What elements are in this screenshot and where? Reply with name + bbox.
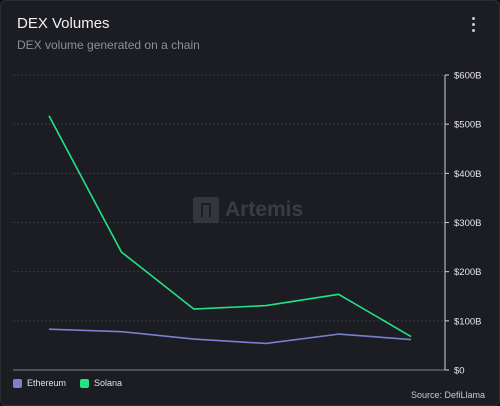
y-tick-label: $0 <box>454 366 465 377</box>
legend-item-solana[interactable]: Solana <box>80 378 122 388</box>
legend: Ethereum Solana <box>13 378 122 388</box>
more-vertical-icon[interactable] <box>465 17 481 35</box>
watermark-text: Artemis <box>225 198 304 221</box>
artemis-logo-icon <box>193 197 219 223</box>
legend-swatch-solana <box>80 378 90 388</box>
legend-item-ethereum[interactable]: Ethereum <box>13 378 66 388</box>
legend-label-solana: Solana <box>94 378 123 388</box>
series-line-solana <box>48 115 412 338</box>
source-note: Source: DefiLlama <box>410 390 485 400</box>
y-tick-label: $600B <box>454 71 481 82</box>
series-line-ethereum <box>48 328 412 345</box>
y-tick-label: $500B <box>454 120 481 131</box>
artemis-watermark: Artemis <box>193 197 303 223</box>
y-tick-label: $300B <box>454 218 481 229</box>
legend-label-ethereum: Ethereum <box>27 378 67 388</box>
y-tick-label: $200B <box>454 267 481 278</box>
legend-swatch-ethereum <box>13 378 22 388</box>
y-tick-label: $400B <box>454 169 481 180</box>
chart-title: DEX Volumes <box>17 15 110 32</box>
y-tick-label: $100B <box>454 316 481 327</box>
chart-subtitle: DEX volume generated on a chain <box>17 38 200 52</box>
